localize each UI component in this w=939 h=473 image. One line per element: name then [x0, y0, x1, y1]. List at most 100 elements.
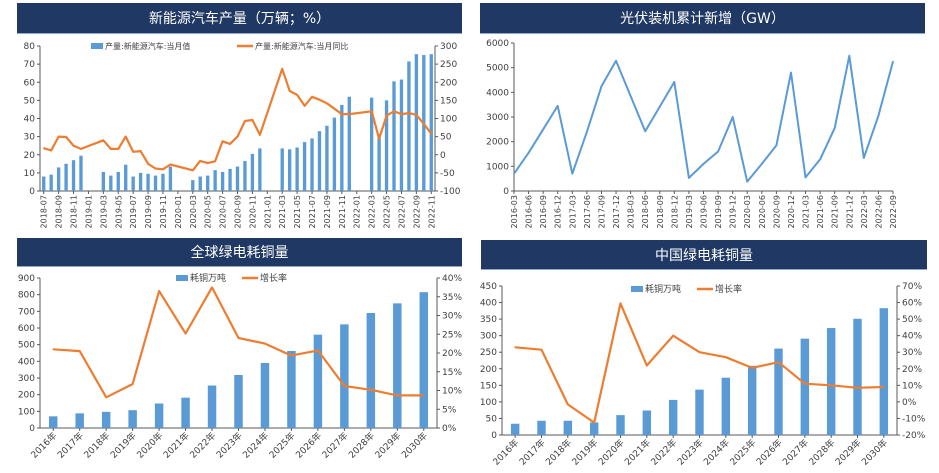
- x-tick-label: 2029年: [833, 437, 864, 468]
- data-point: [303, 105, 306, 107]
- bar: [235, 166, 240, 191]
- data-point: [110, 148, 112, 150]
- y-tick-label-left: 4000: [486, 88, 509, 98]
- data-point: [317, 349, 319, 352]
- x-tick-label: 2019-05: [114, 195, 123, 228]
- y-tick-label-left: 50: [486, 414, 498, 424]
- bar: [399, 79, 404, 191]
- y-tick-label-left: 0: [29, 187, 35, 197]
- bar: [42, 176, 46, 191]
- data-point: [251, 119, 254, 121]
- data-point: [567, 403, 569, 406]
- y-tick-label-left: 40: [24, 115, 36, 125]
- data-point: [72, 144, 75, 147]
- data-point: [184, 332, 187, 335]
- data-point: [542, 128, 544, 131]
- data-point: [527, 151, 530, 154]
- bar: [101, 411, 111, 428]
- bar: [340, 104, 344, 191]
- x-tick-label: 2022-01: [353, 195, 362, 228]
- data-point: [593, 421, 595, 424]
- bar: [347, 96, 351, 191]
- data-point: [378, 138, 380, 140]
- data-point: [819, 158, 821, 161]
- bar: [642, 410, 652, 435]
- legend-label: 增长率: [260, 272, 287, 284]
- data-point: [147, 163, 149, 165]
- bar: [826, 328, 836, 435]
- y-tick-label-right: -10%: [902, 414, 926, 424]
- x-tick-label: 2021-12: [845, 195, 854, 228]
- x-tick-label: 2021-07: [308, 195, 317, 228]
- data-point: [341, 113, 343, 115]
- data-point: [830, 384, 832, 387]
- bar: [340, 324, 349, 428]
- panel-title: 光伏装机累计新增（GW）: [620, 11, 785, 27]
- x-tick-label: 2024年: [240, 430, 271, 461]
- data-point: [281, 68, 284, 70]
- data-point: [50, 149, 52, 152]
- y-tick-label-left: 600: [18, 324, 35, 334]
- data-point: [751, 367, 753, 369]
- data-point: [296, 94, 298, 96]
- x-tick-label: 2017年: [55, 430, 86, 461]
- bar: [325, 125, 329, 191]
- bar: [198, 176, 202, 191]
- x-tick-label: 2027年: [780, 437, 811, 468]
- bar: [295, 147, 299, 191]
- y-tick-label-left: 150: [480, 381, 497, 391]
- legend-swatch-bar: [176, 275, 188, 281]
- data-point: [65, 136, 67, 138]
- bar: [153, 175, 158, 191]
- data-point: [698, 351, 701, 354]
- bar: [366, 313, 376, 428]
- data-point: [117, 148, 120, 150]
- bar: [747, 365, 757, 435]
- bar: [191, 180, 195, 191]
- panel-title: 新能源汽车产量（万辆；%）: [148, 11, 331, 27]
- y-tick-label-right: 10%: [442, 387, 462, 397]
- bar: [407, 61, 411, 191]
- data-point: [688, 177, 690, 179]
- data-point: [162, 168, 164, 171]
- x-tick-label: 2020-05: [204, 195, 213, 228]
- bar: [56, 167, 61, 191]
- y-tick-label-left: 400: [18, 357, 35, 367]
- x-tick-label: 2022-07: [397, 195, 406, 228]
- bar: [128, 410, 137, 428]
- y-tick-label-left: 200: [480, 365, 497, 375]
- bar: [302, 142, 307, 191]
- bar: [313, 334, 323, 428]
- bar: [392, 81, 396, 191]
- bar: [384, 100, 389, 191]
- y-tick-label-left: 350: [480, 315, 497, 325]
- data-point: [775, 144, 778, 147]
- panel-header-nev: 新能源汽车产量（万辆；%）: [17, 3, 462, 34]
- bar: [280, 148, 284, 191]
- y-tick-label-right: -20%: [902, 431, 926, 441]
- data-point: [600, 85, 603, 87]
- x-tick-label: 2019-03: [99, 195, 108, 228]
- x-tick-label: 2028年: [346, 430, 377, 461]
- bar: [317, 131, 322, 191]
- data-point: [236, 135, 239, 138]
- bar: [234, 375, 243, 428]
- y-tick-label-right: 100: [440, 115, 457, 125]
- bar: [537, 420, 546, 435]
- x-tick-label: 2019-09: [714, 195, 723, 228]
- bar: [260, 363, 270, 428]
- data-point: [615, 59, 617, 62]
- y-tick-label-left: 20: [24, 151, 36, 161]
- series-line: [513, 54, 894, 183]
- y-tick-label-left: 1000: [486, 162, 509, 172]
- y-tick-label-right: 20%: [902, 365, 922, 375]
- x-tick-label: 2022年: [187, 430, 218, 461]
- data-point: [370, 110, 373, 113]
- y-tick-label-left: 200: [18, 391, 35, 401]
- data-point: [833, 127, 836, 129]
- data-point: [877, 114, 880, 117]
- y-tick-label-right: 50%: [902, 315, 922, 325]
- x-tick-label: 2019年: [569, 437, 600, 468]
- y-tick-label-right: 60%: [902, 299, 922, 309]
- x-tick-label: 2018-11: [70, 195, 79, 228]
